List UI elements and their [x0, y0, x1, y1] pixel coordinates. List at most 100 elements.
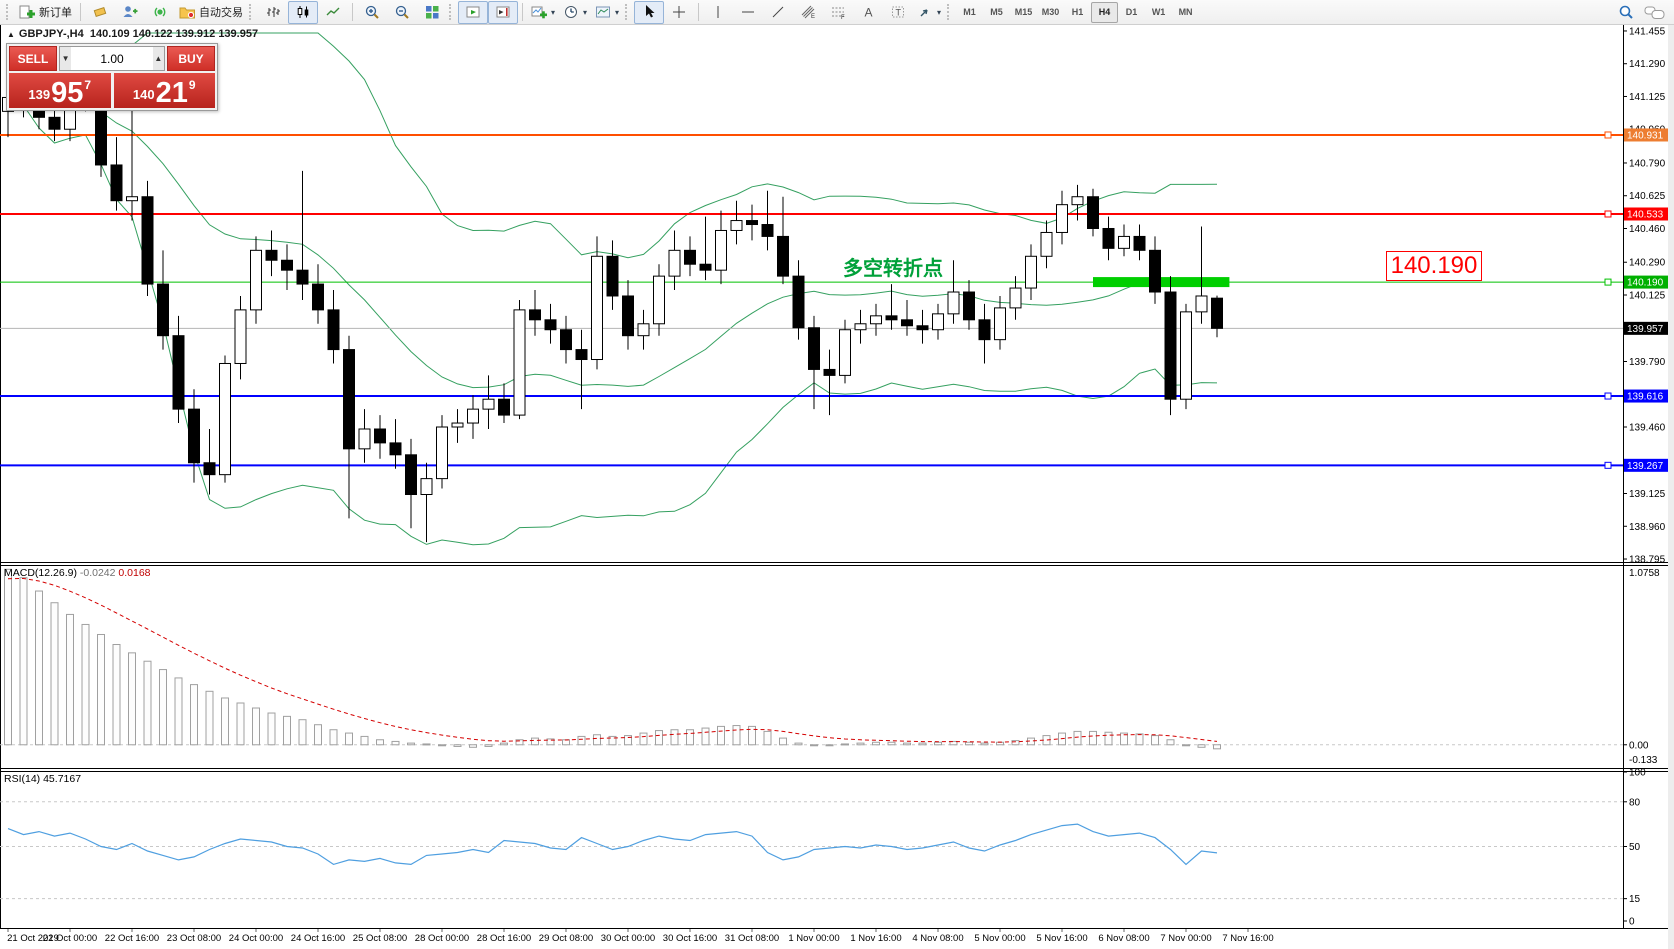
chart-shift-button[interactable]	[488, 0, 518, 24]
eraser-button[interactable]	[85, 1, 115, 24]
sell-button[interactable]: SELL	[9, 46, 57, 71]
svg-text:80: 80	[1629, 797, 1641, 808]
svg-text:F: F	[841, 15, 845, 20]
price-level-callout[interactable]: 140.190	[1386, 251, 1482, 281]
window-edge	[1668, 25, 1674, 949]
ohlc-values: 140.109 140.122 139.912 139.957	[89, 28, 259, 40]
signals-button[interactable]	[145, 1, 175, 24]
new-order-icon	[19, 5, 35, 19]
chart-window[interactable]: 多空转折点 141.455141.290141.125140.960140.790…	[0, 25, 1674, 949]
buy-price-sup: 9	[188, 78, 196, 92]
profiles-button[interactable]	[115, 1, 145, 24]
bar-chart-button[interactable]	[258, 1, 288, 24]
toolbar-drag-handle[interactable]	[947, 4, 952, 20]
zoom-in-button[interactable]	[357, 1, 387, 24]
pane-frame	[0, 25, 1674, 929]
trendline-icon	[772, 6, 783, 18]
vertical-line-icon	[717, 6, 719, 18]
zoom-out-icon	[395, 5, 409, 19]
channel-button[interactable]: E	[793, 1, 823, 24]
svg-text:24 Oct 16:00: 24 Oct 16:00	[291, 933, 345, 944]
line-chart-button[interactable]	[318, 1, 348, 24]
svg-text:25 Oct 08:00: 25 Oct 08:00	[353, 933, 407, 944]
svg-text:138.960: 138.960	[1629, 522, 1666, 533]
tile-windows-button[interactable]	[417, 1, 447, 24]
volume-decrease-button[interactable]: ▼	[60, 47, 72, 70]
new-order-button[interactable]: 新订单	[15, 1, 76, 24]
svg-text:22 Oct 16:00: 22 Oct 16:00	[105, 933, 159, 944]
svg-text:15: 15	[1629, 894, 1641, 905]
new-order-label: 新订单	[39, 7, 72, 19]
toolbar-drag-handle[interactable]	[625, 4, 630, 20]
zoom-out-button[interactable]	[387, 1, 417, 24]
svg-text:140.190: 140.190	[1627, 278, 1664, 289]
vertical-line-button[interactable]	[703, 1, 733, 24]
text-label-icon: T	[891, 6, 904, 18]
buy-button[interactable]: BUY	[167, 46, 215, 71]
toolbar-drag-handle[interactable]	[249, 4, 254, 20]
crosshair-button[interactable]	[664, 1, 694, 24]
autotrading-label: 自动交易	[199, 7, 243, 19]
chart-canvas[interactable]: 多空转折点 141.455141.290141.125140.960140.790…	[0, 25, 1674, 949]
line-handle	[1604, 392, 1612, 400]
periods-button[interactable]: ▾	[559, 1, 591, 24]
tab-timeframe-h1[interactable]: H1	[1071, 7, 1084, 17]
buy-price-box[interactable]: 140 21 9	[113, 73, 215, 108]
collapse-arrow-icon[interactable]: ▲	[7, 30, 15, 39]
fibonacci-button[interactable]: F	[823, 1, 853, 24]
svg-text:7 Nov 00:00: 7 Nov 00:00	[1160, 933, 1211, 944]
autotrading-button[interactable]: 自动交易	[175, 1, 247, 24]
svg-text:140.790: 140.790	[1629, 158, 1666, 169]
text-label-button[interactable]: T	[883, 1, 913, 24]
horizontal-line-button[interactable]	[733, 1, 763, 24]
template-button[interactable]: ▾	[591, 1, 623, 24]
sell-price-box[interactable]: 139 95 7	[9, 73, 111, 108]
tab-timeframe-mn[interactable]: MN	[1178, 7, 1193, 17]
chart-annotation-text[interactable]: 多空转折点	[843, 256, 943, 280]
dropdown-caret: ▾	[583, 7, 588, 17]
svg-text:100: 100	[1629, 768, 1646, 779]
tab-timeframe-d1[interactable]: D1	[1125, 7, 1138, 17]
highlight-segment[interactable]	[1093, 277, 1230, 288]
profiles-icon	[123, 6, 137, 17]
chart-shift-icon	[496, 6, 509, 18]
add-indicator-icon	[531, 6, 547, 19]
chat-icon[interactable]	[1644, 4, 1666, 21]
tab-timeframe-w1[interactable]: W1	[1151, 7, 1166, 17]
trendline-button[interactable]	[763, 1, 793, 24]
tab-timeframe-m15[interactable]: M15	[1014, 7, 1033, 17]
search-icon[interactable]	[1618, 4, 1636, 21]
tab-timeframe-h4[interactable]: H4	[1091, 1, 1119, 23]
tab-timeframe-m30[interactable]: M30	[1041, 7, 1060, 17]
svg-text:140.533: 140.533	[1627, 209, 1664, 220]
horizontal-lines[interactable]: 多空转折点	[0, 131, 1623, 469]
svg-text:140.290: 140.290	[1629, 258, 1666, 269]
crosshair-icon	[672, 6, 685, 18]
toolbar-drag-handle[interactable]	[449, 4, 454, 20]
candlestick-chart-button[interactable]	[288, 0, 318, 24]
macd-signal-line	[7, 577, 1218, 743]
channel-icon: E	[801, 5, 815, 20]
toolbar-drag-handle[interactable]	[6, 4, 11, 20]
tab-timeframe-m1[interactable]: M1	[963, 7, 976, 17]
svg-text:141.455: 141.455	[1629, 26, 1666, 37]
cursor-button[interactable]	[634, 0, 665, 24]
main-toolbar: 新订单 自动交易	[0, 0, 1674, 25]
svg-text:139.267: 139.267	[1627, 461, 1664, 472]
volume-input[interactable]	[71, 47, 153, 70]
auto-scroll-button[interactable]	[458, 0, 488, 24]
price-scale[interactable]: 141.455141.290141.125140.960140.790140.6…	[1623, 26, 1668, 566]
separator	[698, 3, 700, 21]
svg-text:A: A	[864, 6, 872, 20]
svg-text:0.00: 0.00	[1629, 740, 1649, 751]
svg-text:-0.133: -0.133	[1629, 755, 1658, 766]
sell-price-sup: 7	[84, 78, 92, 92]
add-indicator-button[interactable]: ▾	[527, 1, 559, 24]
line-chart-icon	[326, 7, 339, 16]
volume-increase-button[interactable]: ▲	[152, 47, 164, 70]
arrows-button[interactable]: ▾	[913, 1, 945, 24]
svg-text:4 Nov 08:00: 4 Nov 08:00	[912, 933, 963, 944]
tab-timeframe-m5[interactable]: M5	[990, 7, 1003, 17]
text-button[interactable]: A	[853, 1, 883, 24]
